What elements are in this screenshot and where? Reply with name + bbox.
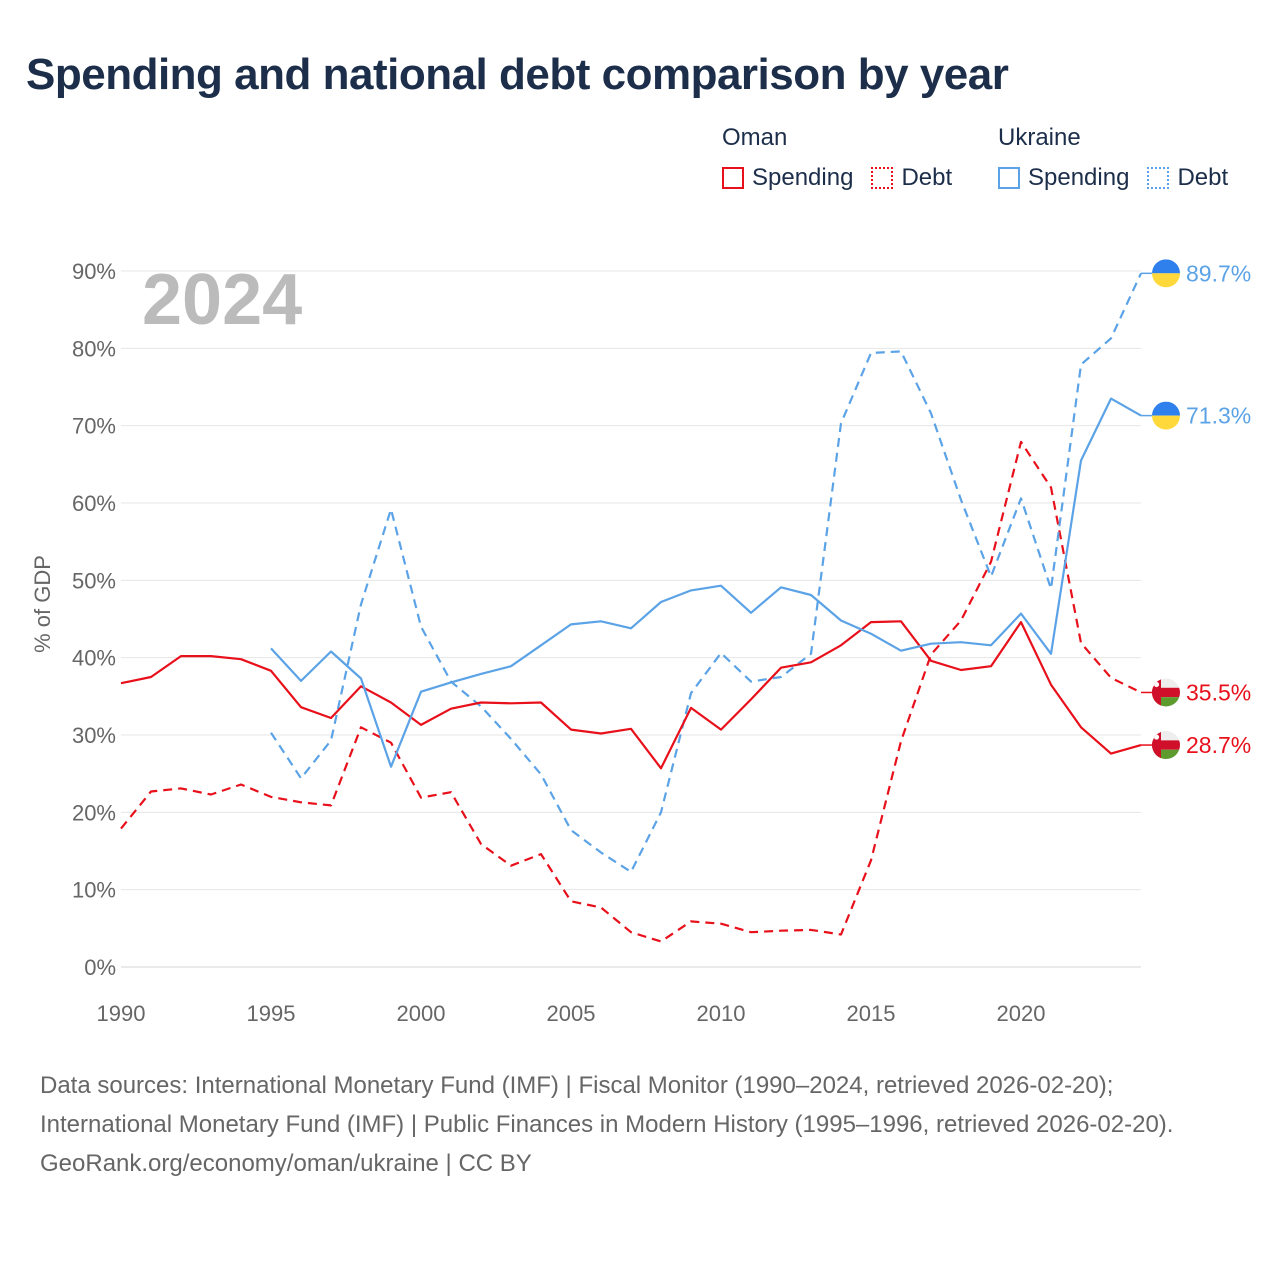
flag-fill <box>1152 401 1180 430</box>
y-tick-label: 90% <box>72 259 116 284</box>
legend-country-oman: Oman <box>722 124 788 151</box>
source-citation: Data sources: International Monetary Fun… <box>40 1072 1174 1138</box>
x-tick-label: 2015 <box>847 1001 896 1026</box>
dashed-line-swatch-icon <box>1147 167 1170 189</box>
end-value-label: 71.3% <box>1186 403 1251 429</box>
oman-flag-icon <box>1152 731 1180 760</box>
flag-stripe <box>1152 259 1180 274</box>
solid-line-swatch-icon <box>722 167 744 189</box>
legend-item-ukraine-debt[interactable]: Debt <box>1147 164 1228 192</box>
x-tick-label: 2005 <box>547 1001 596 1026</box>
year-watermark: 2024 <box>142 260 302 340</box>
y-tick-label: 50% <box>72 568 116 593</box>
y-tick-label: 60% <box>72 491 116 516</box>
flag-stripe <box>1152 401 1180 416</box>
legend-label-oman-spending: Spending <box>752 164 854 191</box>
y-tick-label: 10% <box>72 878 116 903</box>
series-line-ukraine-debt <box>270 272 1142 873</box>
data-sources: Data sources: International Monetary Fun… <box>40 1066 1240 1183</box>
y-tick-label: 70% <box>72 414 116 439</box>
legend-group-ukraine: Ukraine Spending Debt <box>998 124 1228 192</box>
grid-layer <box>121 270 1141 968</box>
y-tick-label: 0% <box>84 955 116 980</box>
flag-emblem <box>1153 734 1160 740</box>
axis-layer: 0% 10% 20% 30% 40% 50% 60% 70% 80% 90% 1990 1995 200… <box>72 259 1046 1026</box>
flag-stripe <box>1152 687 1180 698</box>
legend-group-oman: Oman Spending Debt <box>722 124 952 192</box>
y-tick-label: 40% <box>72 646 116 671</box>
series-line-oman-spending <box>120 620 1142 770</box>
legend-item-oman-spending[interactable]: Spending <box>722 164 853 192</box>
x-tick-label: 2000 <box>397 1001 446 1026</box>
chart-title: Spending and national debt comparison by… <box>26 50 1009 99</box>
y-tick-label: 30% <box>72 723 116 748</box>
flag-stripe <box>1152 740 1180 750</box>
solid-line-swatch-icon <box>998 167 1020 189</box>
end-value-label: 89.7% <box>1186 260 1251 286</box>
flag-stripe <box>1152 731 1180 741</box>
x-tick-label: 2020 <box>997 1001 1046 1026</box>
series-line-oman-debt <box>120 440 1142 943</box>
flag-emblem <box>1153 681 1160 688</box>
y-tick-label: 20% <box>72 800 116 825</box>
legend-label-ukraine-spending: Spending <box>1028 164 1130 191</box>
ukraine-flag-icon <box>1152 259 1180 288</box>
flag-fill <box>1152 731 1180 760</box>
flag-stripe <box>1152 415 1180 430</box>
flag-stripe <box>1152 697 1180 707</box>
ukraine-flag-icon <box>1152 401 1180 430</box>
x-tick-label: 1990 <box>97 1001 146 1026</box>
series-line-ukraine-spending <box>270 397 1142 768</box>
x-tick-label: 1995 <box>247 1001 296 1026</box>
x-tick-label: 2010 <box>697 1001 746 1026</box>
source-url-license[interactable]: GeoRank.org/economy/oman/ukraine | CC BY <box>40 1150 532 1177</box>
legend-label-ukraine-debt: Debt <box>1177 164 1229 191</box>
marker-layer: 28.7% 35.5% 71.3% 89.7% <box>1141 259 1251 760</box>
flag-fill <box>1152 259 1180 288</box>
y-axis-label: % of GDP <box>30 555 55 653</box>
series-layer <box>120 272 1142 943</box>
flag-stripe <box>1152 678 1180 688</box>
flag-stripe <box>1152 273 1180 288</box>
legend-item-ukraine-spending[interactable]: Spending <box>998 164 1129 192</box>
y-tick-label: 80% <box>72 336 116 361</box>
line-chart: 0% 10% 20% 30% 40% 50% 60% 70% 80% 90% 1990 1995 200… <box>30 259 1251 1026</box>
legend-country-ukraine: Ukraine <box>998 124 1081 151</box>
flag-fill <box>1152 678 1180 707</box>
flag-stripe <box>1152 678 1161 707</box>
flag-stripe <box>1152 731 1161 760</box>
dashed-line-swatch-icon <box>871 167 894 189</box>
flag-stripe <box>1152 749 1180 760</box>
legend-item-oman-debt[interactable]: Debt <box>871 164 952 192</box>
end-value-label: 28.7% <box>1186 732 1251 758</box>
end-value-label: 35.5% <box>1186 679 1251 705</box>
oman-flag-icon <box>1152 678 1180 707</box>
legend-label-oman-debt: Debt <box>901 164 953 191</box>
